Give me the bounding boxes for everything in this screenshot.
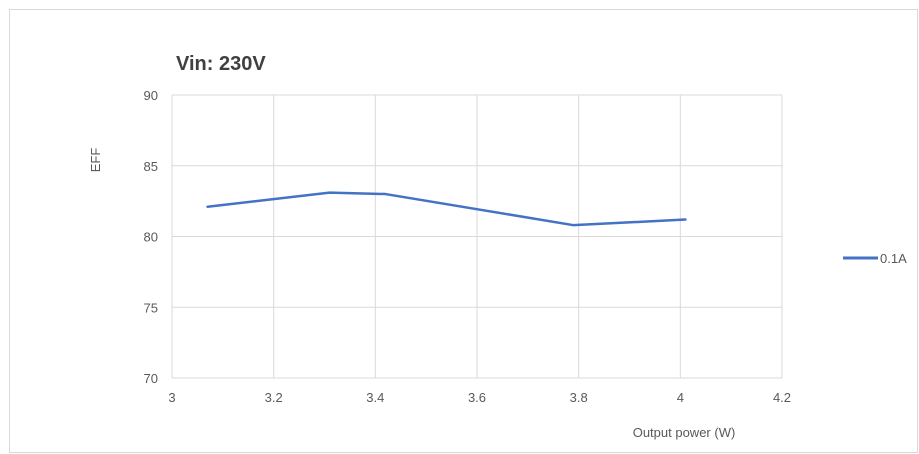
x-axis-label: Output power (W) (633, 425, 736, 440)
chart-frame (9, 9, 918, 453)
x-tick-label: 4.2 (773, 390, 791, 405)
y-tick-label: 80 (144, 230, 158, 245)
y-tick-label: 90 (144, 88, 158, 103)
legend: 0.1A (843, 251, 907, 266)
y-tick-label: 70 (144, 371, 158, 386)
legend-label-0-1a: 0.1A (880, 251, 907, 266)
series-lines (206, 191, 687, 227)
gridlines (171, 94, 783, 379)
y-tick-label: 75 (144, 300, 158, 315)
x-tick-label: 4 (677, 390, 684, 405)
chart-title: Vin: 230V (176, 53, 266, 75)
y-tick-label: 85 (144, 159, 158, 174)
x-tick-label: 3.4 (366, 390, 384, 405)
x-tick-label: 3 (168, 390, 175, 405)
x-tick-label: 3.8 (570, 390, 588, 405)
series-line-0-1a (206, 191, 687, 227)
x-tick-label: 3.2 (265, 390, 283, 405)
x-tick-label: 3.6 (468, 390, 486, 405)
y-axis-label: EFF (88, 148, 103, 173)
tick-labels: 70 75 80 85 90 3 3.2 3.4 3.6 3.8 4 4.2 (144, 88, 792, 405)
